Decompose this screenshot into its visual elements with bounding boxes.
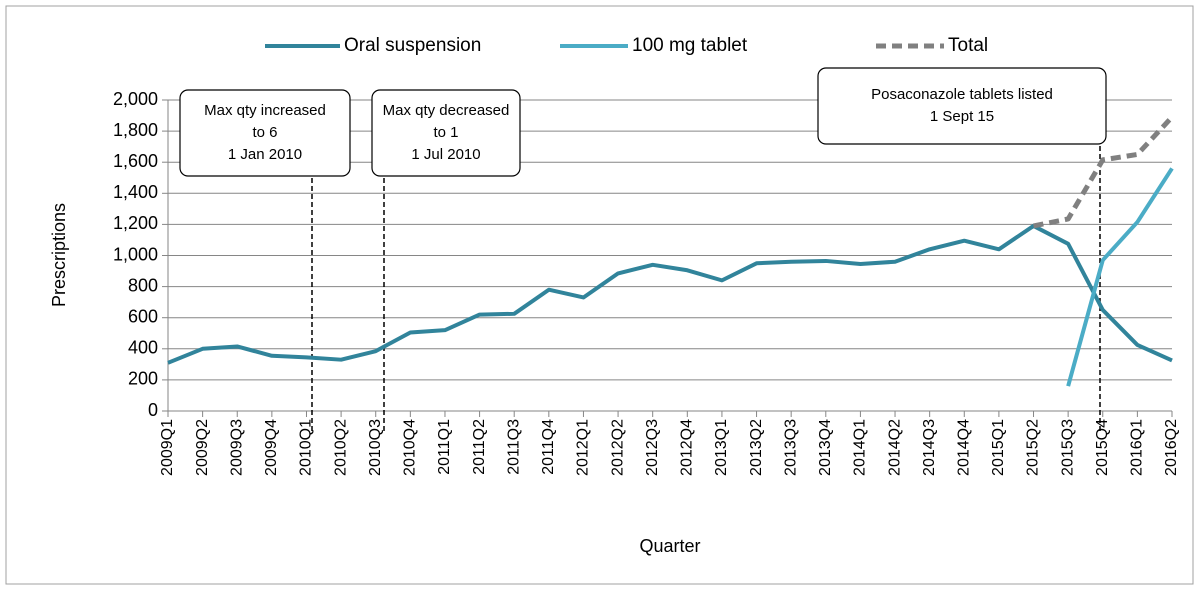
x-tick-label: 2014Q1	[852, 419, 869, 476]
legend-label: Total	[948, 35, 988, 56]
x-tick-label: 2010Q4	[402, 419, 419, 476]
y-tick-label: 1,400	[113, 182, 158, 202]
x-tick-label: 2013Q2	[748, 419, 765, 476]
x-tick-label: 2016Q1	[1129, 419, 1146, 476]
x-tick-label: 2010Q2	[332, 419, 349, 476]
x-tick-label: 2013Q1	[713, 419, 730, 476]
annotation-box	[817, 67, 1107, 145]
annotation-text: 1 Jul 2010	[411, 146, 480, 163]
legend-label: 100 mg tablet	[632, 35, 748, 56]
y-tick-label: 0	[148, 400, 158, 420]
y-tick-label: 1,000	[113, 244, 158, 264]
annotation-text: Max qty increased	[204, 102, 326, 119]
y-tick-label: 1,800	[113, 120, 158, 140]
x-tick-label: 2011Q1	[436, 419, 453, 475]
x-tick-label: 2013Q4	[817, 419, 834, 476]
y-tick-label: 800	[128, 275, 158, 295]
x-tick-label: 2014Q2	[886, 419, 903, 476]
series-line	[1066, 167, 1174, 387]
x-tick-label: 2015Q1	[990, 419, 1007, 476]
x-tick-label: 2010Q1	[298, 419, 315, 476]
x-tick-label: 2009Q3	[228, 419, 245, 476]
x-tick-label: 2011Q4	[540, 419, 557, 475]
legend-label: Oral suspension	[344, 35, 481, 56]
x-tick-label: 2015Q3	[1059, 419, 1076, 476]
x-tick-label: 2012Q4	[679, 419, 696, 476]
x-tick-label: 2011Q3	[505, 419, 522, 475]
y-tick-label: 200	[128, 369, 158, 389]
annotation-box	[179, 89, 351, 177]
y-tick-label: 1,200	[113, 213, 158, 233]
x-tick-label: 2013Q3	[782, 419, 799, 476]
annotation-text: to 6	[252, 124, 277, 141]
y-axis-label: Prescriptions	[49, 203, 69, 307]
x-tick-label: 2012Q1	[575, 419, 592, 476]
x-tick-label: 2011Q2	[471, 419, 488, 475]
annotation-box	[371, 89, 521, 177]
y-tick-label: 600	[128, 306, 158, 326]
annotation-text: to 1	[433, 124, 458, 141]
series-line	[167, 223, 1173, 365]
x-tick-label: 2009Q1	[159, 419, 176, 476]
x-tick-label: 2010Q3	[367, 419, 384, 476]
x-tick-label: 2014Q3	[921, 419, 938, 476]
annotation-text: Max qty decreased	[383, 102, 510, 119]
annotation-text: 1 Jan 2010	[228, 146, 302, 163]
x-tick-label: 2009Q4	[263, 419, 280, 476]
x-axis-label: Quarter	[639, 536, 700, 556]
y-tick-label: 1,600	[113, 151, 158, 171]
annotation-text: Posaconazole tablets listed	[871, 86, 1053, 103]
x-tick-label: 2014Q4	[955, 419, 972, 476]
x-tick-label: 2015Q4	[1094, 419, 1111, 476]
annotation-text: 1 Sept 15	[930, 108, 994, 125]
y-tick-label: 400	[128, 338, 158, 358]
x-tick-label: 2009Q2	[194, 419, 211, 476]
x-tick-label: 2012Q3	[644, 419, 661, 476]
x-tick-label: 2012Q2	[609, 419, 626, 476]
series-line	[1033, 115, 1174, 229]
y-tick-label: 2,000	[113, 89, 158, 109]
x-tick-label: 2015Q2	[1025, 419, 1042, 476]
x-tick-label: 2016Q2	[1163, 419, 1180, 476]
